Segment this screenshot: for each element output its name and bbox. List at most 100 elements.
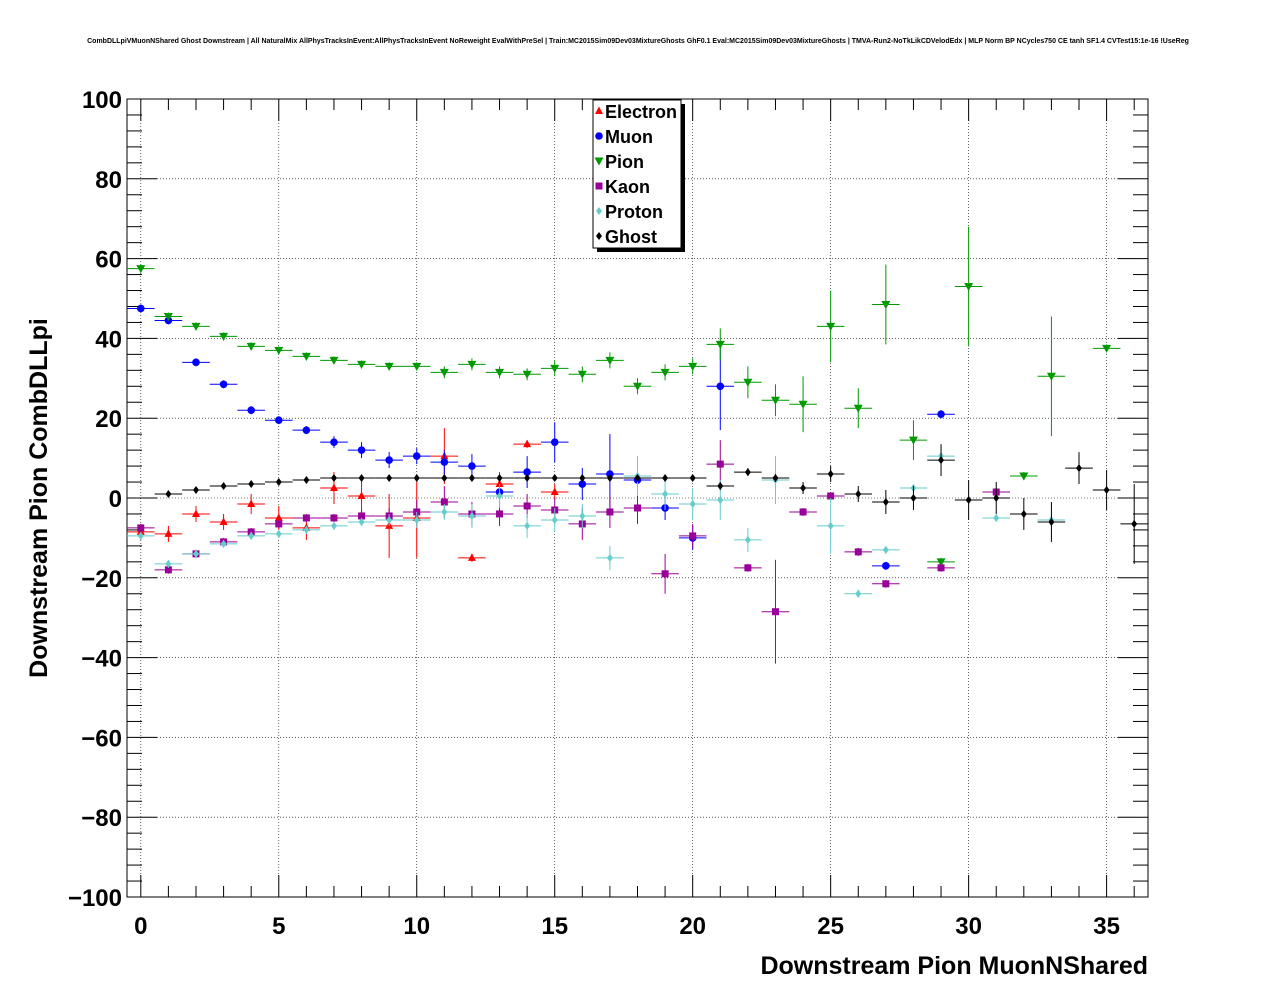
data-point bbox=[523, 439, 532, 448]
y-tick-label: −40 bbox=[81, 646, 122, 673]
data-point bbox=[881, 300, 891, 309]
data-point bbox=[192, 486, 199, 495]
legend-label: Muon bbox=[605, 127, 653, 147]
legend-label: Electron bbox=[605, 102, 677, 122]
data-point bbox=[550, 438, 559, 446]
x-tick-label: 5 bbox=[272, 913, 285, 940]
data-point bbox=[606, 508, 614, 516]
data-point bbox=[717, 495, 724, 504]
data-point bbox=[357, 491, 366, 500]
data-point bbox=[523, 502, 531, 510]
data-point bbox=[744, 468, 751, 477]
data-point bbox=[524, 521, 531, 530]
data-point bbox=[854, 548, 862, 556]
data-point bbox=[853, 404, 863, 413]
data-point bbox=[468, 474, 475, 483]
data-point bbox=[1103, 486, 1110, 495]
x-tick-label: 0 bbox=[134, 913, 147, 940]
data-point bbox=[524, 474, 531, 483]
data-point bbox=[717, 482, 724, 491]
data-point bbox=[1131, 519, 1138, 528]
data-point bbox=[358, 474, 365, 483]
data-point bbox=[330, 521, 337, 530]
y-tick-label: 40 bbox=[95, 326, 122, 353]
data-point bbox=[522, 370, 532, 379]
y-tick-label: −60 bbox=[81, 725, 122, 752]
series-electron bbox=[127, 428, 569, 562]
data-point bbox=[413, 515, 420, 524]
data-point bbox=[163, 312, 173, 321]
x-tick-label: 30 bbox=[955, 913, 982, 940]
data-point bbox=[661, 570, 669, 578]
chart-title: CombDLLpiVMuonNShared Ghost Downstream |… bbox=[87, 38, 1189, 45]
data-point bbox=[192, 549, 199, 558]
data-point bbox=[936, 558, 946, 567]
data-point bbox=[689, 532, 697, 540]
data-point bbox=[965, 495, 972, 504]
data-point bbox=[827, 492, 835, 500]
data-point bbox=[384, 362, 394, 371]
data-point bbox=[330, 438, 338, 446]
data-point bbox=[771, 608, 779, 616]
data-point bbox=[937, 410, 945, 419]
data-point bbox=[192, 358, 200, 367]
series-proton bbox=[127, 448, 1066, 598]
data-point bbox=[219, 380, 228, 389]
data-point bbox=[1102, 344, 1112, 353]
data-point bbox=[329, 483, 338, 492]
data-point bbox=[302, 514, 310, 522]
x-tick-label: 35 bbox=[1093, 913, 1120, 940]
data-point bbox=[910, 494, 917, 502]
data-point bbox=[274, 416, 283, 424]
data-point bbox=[468, 511, 475, 520]
data-point bbox=[247, 499, 256, 507]
data-point bbox=[467, 553, 476, 561]
data-point bbox=[689, 474, 696, 483]
data-point bbox=[275, 478, 282, 487]
data-point bbox=[385, 456, 393, 464]
data-point bbox=[550, 487, 559, 496]
data-point bbox=[1019, 472, 1029, 481]
data-point bbox=[662, 490, 669, 499]
data-point bbox=[413, 508, 421, 516]
data-point bbox=[165, 559, 172, 568]
legend-marker bbox=[595, 106, 603, 114]
data-point bbox=[439, 368, 449, 377]
data-point bbox=[330, 514, 338, 522]
data-point bbox=[579, 474, 586, 483]
data-point bbox=[882, 545, 889, 554]
data-point bbox=[882, 497, 889, 506]
data-point bbox=[136, 304, 145, 313]
data-point bbox=[993, 513, 1000, 522]
y-tick-label: 0 bbox=[109, 486, 122, 513]
data-point bbox=[660, 368, 670, 377]
legend-marker bbox=[595, 132, 603, 140]
data-point bbox=[550, 364, 560, 373]
data-point bbox=[716, 382, 725, 391]
data-point bbox=[137, 531, 144, 540]
y-tick-label: 100 bbox=[82, 87, 122, 114]
data-point bbox=[220, 482, 227, 491]
data-point bbox=[275, 520, 283, 528]
data-point bbox=[1046, 372, 1056, 381]
data-point bbox=[496, 492, 503, 501]
data-point bbox=[827, 521, 834, 530]
data-point bbox=[191, 322, 201, 331]
data-point bbox=[495, 368, 505, 377]
y-axis-title: Downstream Pion CombDLLpi bbox=[25, 318, 53, 678]
data-point bbox=[938, 456, 945, 465]
series-kaon bbox=[127, 440, 1011, 664]
data-point bbox=[606, 474, 613, 483]
data-point bbox=[386, 474, 393, 483]
data-point bbox=[689, 499, 696, 508]
data-point bbox=[716, 460, 724, 468]
data-point bbox=[412, 362, 422, 371]
data-point bbox=[744, 564, 752, 572]
legend-marker bbox=[596, 207, 602, 215]
data-point bbox=[164, 529, 173, 537]
y-tick-label: 80 bbox=[95, 167, 122, 194]
data-point bbox=[551, 515, 558, 524]
legend-label: Proton bbox=[605, 202, 663, 222]
legend-label: Pion bbox=[605, 152, 644, 172]
